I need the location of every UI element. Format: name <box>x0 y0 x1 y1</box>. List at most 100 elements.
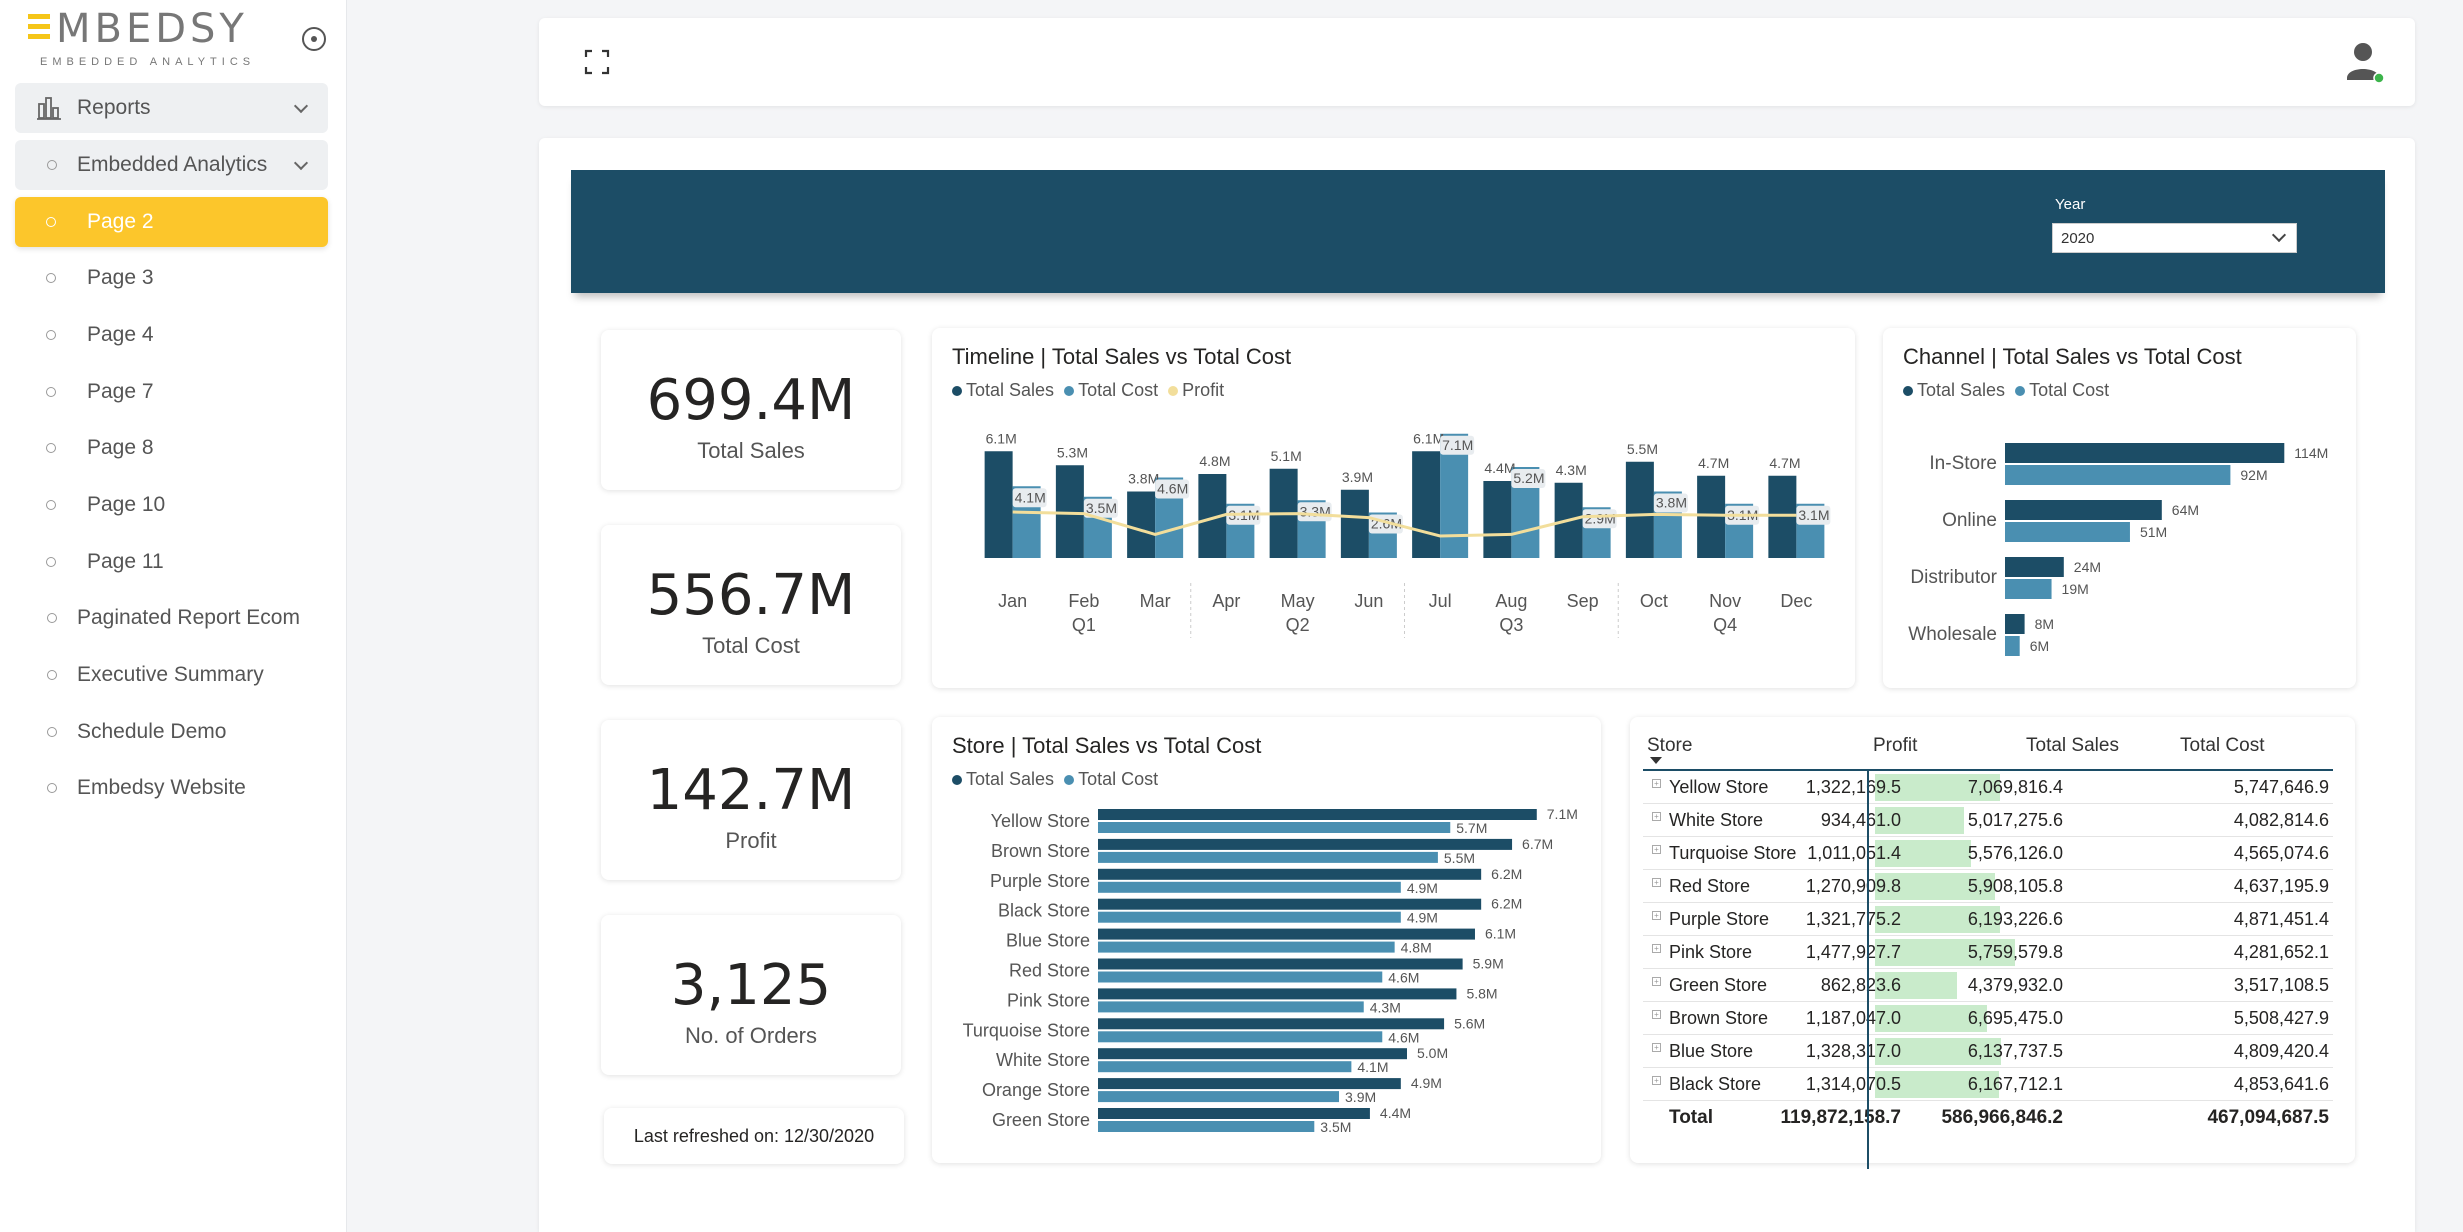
y-tick-label: Wholesale <box>1908 624 1997 645</box>
cell-total-sales: 5,759,579.8 <box>1967 942 2063 962</box>
table-row[interactable]: + Black Store 1,314,070.5 6,167,712.1 4,853,… <box>1643 1068 2333 1101</box>
x-tick-label: Sep <box>1567 591 1599 611</box>
year-select-value: 2020 <box>2061 230 2095 247</box>
nav-embedded-analytics[interactable]: Embedded Analytics <box>15 140 328 190</box>
sales-data-label: 7.1M <box>1547 806 1578 822</box>
kpi-value: 699.4M <box>646 368 856 433</box>
sales-data-label: 64M <box>2172 502 2199 518</box>
x-tick-label: Dec <box>1780 591 1812 611</box>
expand-row-icon[interactable]: + <box>1652 779 1661 788</box>
table-row[interactable]: + Yellow Store 1,322,169.5 7,069,816.4 5,747… <box>1643 771 2333 804</box>
nav-paginated-report[interactable]: Paginated Report Ecom <box>15 593 328 643</box>
cell-total-cost: 4,281,652.1 <box>2233 942 2329 962</box>
cost-data-label: 3.5M <box>1086 500 1117 516</box>
logo-mark <box>28 14 52 42</box>
nav-page-4[interactable]: Page 4 <box>15 310 328 360</box>
kpi-total-cost: 556.7M Total Cost <box>601 525 901 685</box>
nav-executive-summary[interactable]: Executive Summary <box>15 650 328 700</box>
expand-row-icon[interactable]: + <box>1652 1043 1661 1052</box>
nav-page-8[interactable]: Page 8 <box>15 423 328 473</box>
profit-databar <box>1875 774 2000 801</box>
table-row[interactable]: + Red Store 1,270,909.8 5,908,105.8 4,637,19… <box>1643 870 2333 903</box>
nav-embedsy-website[interactable]: Embedsy Website <box>15 763 328 813</box>
cell-profit: 1,321,775.2 <box>1805 909 1901 929</box>
total-cost: 467,094,687.5 <box>2207 1107 2329 1128</box>
y-tick-label: Blue Store <box>1006 931 1090 951</box>
expand-row-icon[interactable]: + <box>1652 812 1661 821</box>
nav-link-label: Schedule Demo <box>77 720 227 743</box>
expand-row-icon[interactable]: + <box>1652 878 1661 887</box>
fullscreen-icon[interactable] <box>583 48 611 76</box>
column-header-total-sales[interactable]: Total Sales <box>2026 735 2119 756</box>
sales-data-label: 4.4M <box>1484 460 1515 476</box>
cost-label-bg <box>1155 479 1190 499</box>
cost-bar <box>1098 822 1451 833</box>
year-select[interactable]: 2020 <box>2052 223 2297 253</box>
cell-store: Green Store <box>1669 975 1768 995</box>
sales-bar <box>1625 461 1654 558</box>
expand-row-icon[interactable]: + <box>1652 944 1661 953</box>
nav-page-10[interactable]: Page 10 <box>15 480 328 530</box>
sales-bar <box>1098 1108 1370 1119</box>
nav-schedule-demo[interactable]: Schedule Demo <box>15 707 328 757</box>
expand-row-icon[interactable]: + <box>1652 1010 1661 1019</box>
cost-data-label: 4.1M <box>1357 1059 1388 1075</box>
store-chart: Yellow Store 7.1M 5.7M Brown Store 6.7M 5.5M P… <box>963 806 1578 1135</box>
table-row[interactable]: + White Store 934,461.0 5,017,275.6 4,082,81… <box>1643 804 2333 837</box>
column-header-total-cost[interactable]: Total Cost <box>2180 735 2265 756</box>
expand-row-icon[interactable]: + <box>1652 911 1661 920</box>
circle-icon <box>47 160 57 170</box>
cost-bar <box>1098 1061 1352 1073</box>
circle-icon <box>47 670 57 680</box>
table-row[interactable]: + Pink Store 1,477,927.7 5,759,579.8 4,281,6… <box>1643 936 2333 969</box>
column-header-profit[interactable]: Profit <box>1873 735 1918 756</box>
table-row[interactable]: + Purple Store 1,321,775.2 6,193,226.6 4,871… <box>1643 903 2333 936</box>
table-row[interactable]: + Turquoise Store 1,011,051.4 5,576,126.0 4,… <box>1643 837 2333 870</box>
column-header-store[interactable]: Store <box>1647 735 1693 756</box>
store-chart-panel[interactable]: Store | Total Sales vs Total Cost Total … <box>932 717 1601 1163</box>
cost-label-bg <box>1511 469 1546 488</box>
nav-page-label: Page 10 <box>87 493 166 516</box>
sales-data-label: 5.6M <box>1454 1015 1485 1031</box>
top-header <box>539 18 2415 106</box>
sales-data-label: 6.1M <box>1485 926 1516 942</box>
sales-data-label: 5.1M <box>1271 448 1302 464</box>
circle-icon <box>46 557 56 567</box>
table-row[interactable]: + Green Store 862,823.6 4,379,932.0 3,517,10… <box>1643 969 2333 1002</box>
store-table: Store Profit Total Sales Total Cost + Yel… <box>1643 727 2333 1169</box>
sort-desc-icon <box>1650 757 1662 764</box>
cell-profit: 1,187,047.0 <box>1805 1008 1901 1028</box>
sales-bar <box>1697 475 1726 558</box>
cell-total-sales: 6,193,226.6 <box>1967 909 2063 929</box>
timeline-chart-panel[interactable]: Timeline | Total Sales vs Total Cost Tot… <box>932 328 1855 688</box>
table-row[interactable]: + Blue Store 1,328,317.0 6,137,737.5 4,809,4… <box>1643 1035 2333 1068</box>
quarter-label: Q4 <box>1713 615 1737 635</box>
collapse-sidebar-icon[interactable] <box>302 27 326 51</box>
expand-row-icon[interactable]: + <box>1652 1076 1661 1085</box>
sales-bar <box>1127 491 1156 558</box>
channel-chart: In-Store 114M 92M Online 64M 51M Distributor 24… <box>1908 443 2328 656</box>
channel-chart-panel[interactable]: Channel | Total Sales vs Total Cost Tota… <box>1883 328 2356 688</box>
nav-page-2[interactable]: Page 2 <box>15 197 328 247</box>
cell-total-cost: 3,517,108.5 <box>2233 975 2329 995</box>
nav-page-11[interactable]: Page 11 <box>15 537 328 587</box>
sales-data-label: 6.7M <box>1522 836 1553 852</box>
embedsy-logo[interactable]: MBEDSY EMBEDDED ANALYTICS <box>26 6 256 68</box>
cell-total-cost: 4,082,814.6 <box>2233 810 2329 830</box>
nav-page-7[interactable]: Page 7 <box>15 367 328 417</box>
cost-data-label: 5.5M <box>1444 850 1475 866</box>
cell-profit: 1,328,317.0 <box>1805 1041 1901 1061</box>
nav-page-3[interactable]: Page 3 <box>15 253 328 303</box>
expand-row-icon[interactable]: + <box>1652 845 1661 854</box>
expand-row-icon[interactable]: + <box>1652 977 1661 986</box>
total-sales: 586,966,846.2 <box>1941 1107 2063 1128</box>
nav-page-label: Page 7 <box>87 380 154 403</box>
quarter-label: Q1 <box>1072 615 1096 635</box>
nav-reports[interactable]: Reports <box>15 83 328 133</box>
table-row[interactable]: + Brown Store 1,187,047.0 6,695,475.0 5,508,… <box>1643 1002 2333 1035</box>
user-avatar-icon[interactable] <box>2345 40 2385 84</box>
kpi-value: 3,125 <box>670 953 832 1018</box>
logo-wordmark: MBEDSY <box>56 6 248 52</box>
sales-data-label: 4.3M <box>1556 462 1587 478</box>
sales-bar <box>1098 838 1513 850</box>
